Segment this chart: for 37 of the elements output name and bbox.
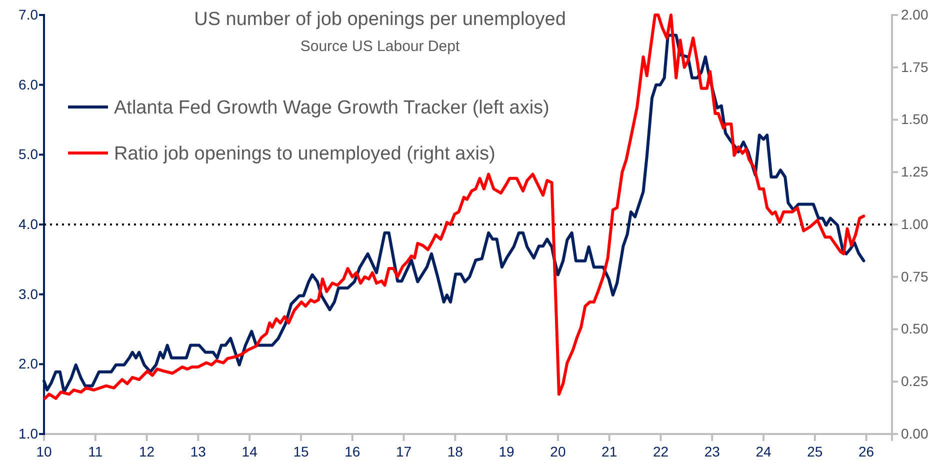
x-tick-label: 15 (293, 444, 309, 460)
x-tick-label: 21 (602, 444, 618, 460)
y-tick-label: 5.0 (18, 146, 38, 162)
x-tick-label: 16 (344, 444, 360, 460)
x-tick-label: 20 (550, 444, 566, 460)
y2-tick-label: 2.00 (901, 6, 928, 22)
chart-title: US number of job openings per unemployed (194, 9, 566, 30)
x-tick-label: 10 (36, 444, 52, 460)
y2-tick-label: 1.00 (901, 216, 928, 232)
y2-tick-label: 0.25 (901, 373, 928, 390)
x-tick-label: 23 (704, 444, 720, 460)
x-tick-label: 12 (139, 444, 155, 460)
x-tick-label: 11 (88, 444, 103, 460)
y-tick-label: 3.0 (18, 286, 38, 302)
y2-tick-label: 0.75 (901, 268, 928, 284)
x-tick-label: 19 (498, 444, 515, 460)
y2-tick-label: 1.25 (901, 164, 928, 180)
x-tick-label: 18 (447, 444, 464, 460)
y2-tick-label: 1.75 (901, 58, 928, 75)
y-tick-label: 4.0 (18, 216, 38, 232)
legend-label: Atlanta Fed Growth Wage Growth Tracker (left axis) (114, 98, 550, 119)
x-tick-label: 24 (756, 444, 772, 460)
y-tick-label: 2.0 (18, 356, 38, 372)
legend-label: Ratio job openings to unemployed (right axis) (114, 144, 496, 165)
text: Source US Labour Dept (300, 38, 460, 55)
x-tick-label: 14 (242, 444, 258, 460)
y-tick-label: 6.0 (18, 76, 38, 92)
y2-tick-label: 0.50 (901, 320, 928, 337)
x-tick-label: 25 (807, 444, 823, 460)
y-tick-label: 7.0 (18, 6, 38, 22)
x-tick-label: 22 (652, 444, 669, 460)
x-tick-label: 17 (396, 444, 412, 460)
x-tick-label: 26 (858, 444, 874, 460)
y2-tick-label: 1.50 (901, 111, 928, 128)
y2-tick-label: 0.00 (901, 425, 928, 442)
y-tick-label: 1.0 (18, 425, 38, 442)
x-tick-label: 13 (190, 444, 206, 460)
